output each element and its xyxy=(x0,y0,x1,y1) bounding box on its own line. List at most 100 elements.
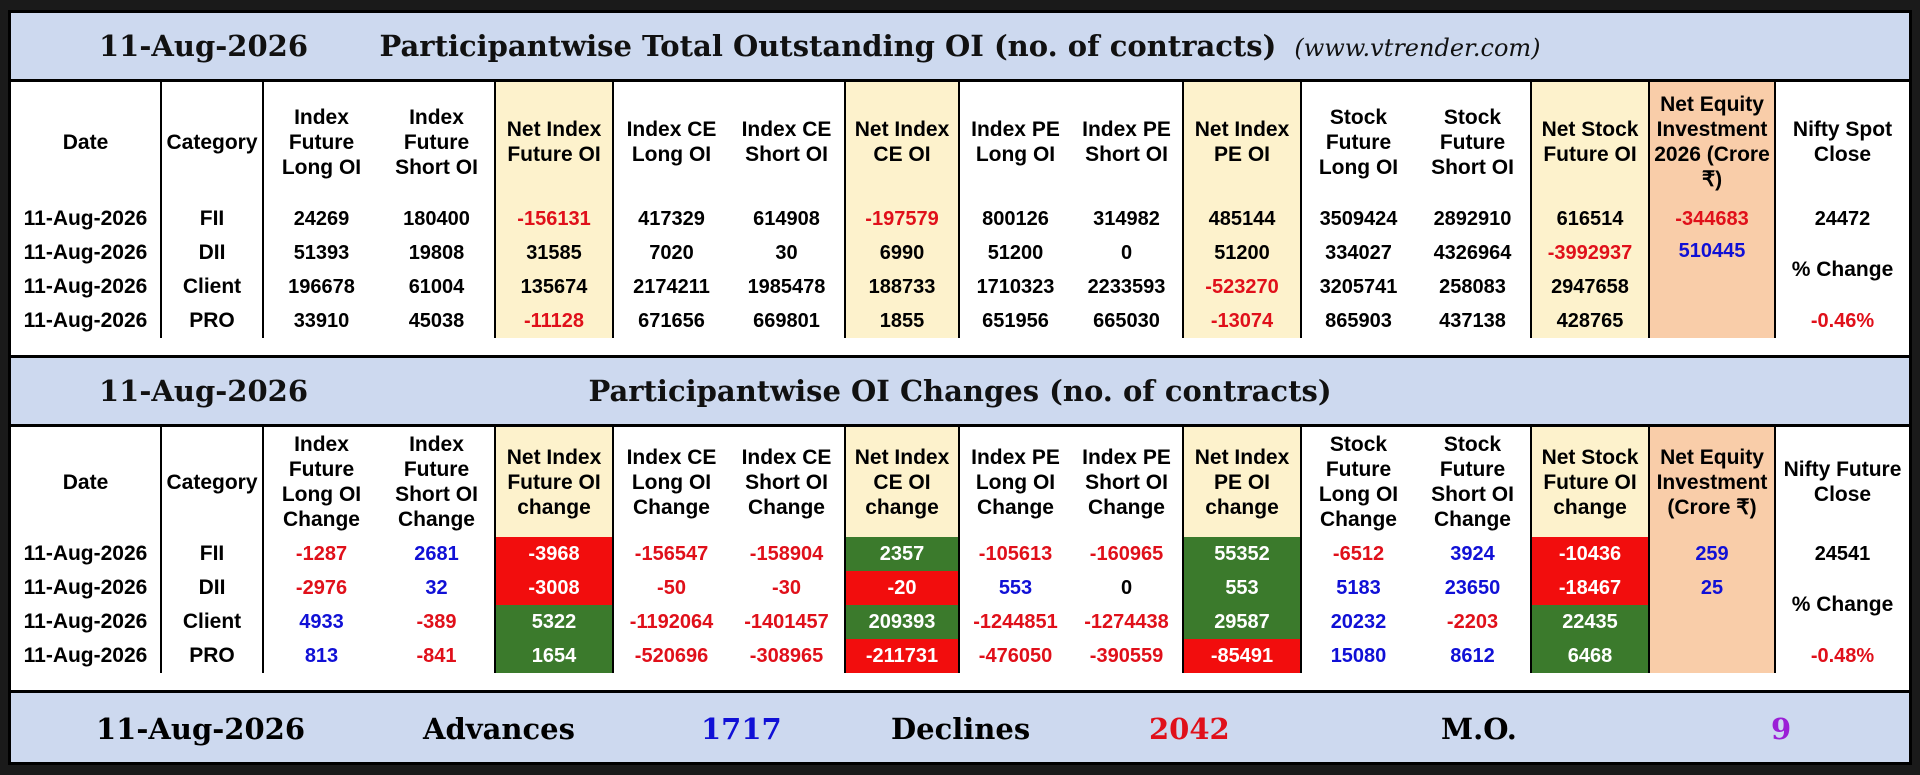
table-cell: -2976 xyxy=(262,571,379,605)
table-cell: 51393 xyxy=(262,236,379,270)
separator xyxy=(11,355,1909,358)
table-row: 11-Aug-2026 PRO 813 -841 1654 -520696 -308965-… xyxy=(11,639,1909,673)
table-cell: 2892910 xyxy=(1433,207,1512,230)
column-header: Category xyxy=(160,82,263,202)
oi-header-date: 11-Aug-2026 xyxy=(99,29,309,63)
table-cell xyxy=(1648,639,1775,673)
column-header: Net Index Future OI change xyxy=(494,427,613,537)
table-cell: 188733 xyxy=(844,270,959,304)
table-cell: -10436 xyxy=(1530,537,1649,571)
column-header: Stock Future Short OI xyxy=(1431,105,1514,179)
separator xyxy=(11,79,1909,82)
table-row: 11-Aug-2026 Client 196678 61004 135674 217421… xyxy=(11,270,1909,304)
table-cell: 11-Aug-2026 xyxy=(23,275,148,298)
table-row: 11-Aug-2026 FII -1287 2681 -3968 -156547 -1589… xyxy=(11,537,1909,571)
column-header: Stock Future Short OI Change xyxy=(1431,433,1514,531)
table-cell: -2203 xyxy=(1446,610,1499,633)
table-cell: -197579 xyxy=(844,202,959,236)
table-cell: PRO xyxy=(160,304,263,338)
table-cell: 671656 xyxy=(612,304,729,338)
table-cell: -85491 xyxy=(1182,639,1301,673)
oi-header-bar: 11-Aug-2026 Participantwise Total Outsta… xyxy=(11,13,1909,79)
advances-label: Advances xyxy=(423,712,575,746)
table-cell: -3968 xyxy=(494,537,613,571)
table-cell: -3008 xyxy=(494,571,613,605)
table-cell: 3509424 xyxy=(1300,202,1415,236)
table-cell: 2357 xyxy=(844,537,959,571)
column-header: Index CE Long OI xyxy=(612,82,729,202)
table-cell: 11-Aug-2026 xyxy=(23,644,148,667)
table-cell: 1654 xyxy=(494,639,613,673)
table-cell: -389 xyxy=(416,610,457,633)
table-cell: -0.48% xyxy=(1774,639,1909,673)
market-breadth-bar: 11-Aug-2026 Advances 1717 Declines 2042 … xyxy=(11,693,1909,762)
table-cell: PRO xyxy=(160,639,263,673)
table-row: 11-Aug-2026 DII -2976 32 -3008 -50 -30 -20 553 0 5… xyxy=(11,571,1909,639)
table-cell: 665030 xyxy=(1093,309,1160,332)
table-cell: 614908 xyxy=(753,207,820,230)
table-cell: 0 xyxy=(1120,241,1133,264)
table-cell: DII xyxy=(160,236,263,270)
chg-header-bar: 11-Aug-2026 Participantwise OI Changes (… xyxy=(11,358,1909,424)
chg-header-title: Participantwise OI Changes (no. of contr… xyxy=(588,374,1332,408)
table-cell: 1710323 xyxy=(958,270,1071,304)
table-cell: 510445 xyxy=(1648,236,1775,270)
table-cell: 616514 xyxy=(1530,202,1649,236)
column-header: Net Index PE OI xyxy=(1182,82,1301,202)
column-header: Index PE Short OI Change xyxy=(1082,445,1171,519)
table-cell xyxy=(1648,270,1775,304)
table-cell: -1244851 xyxy=(958,605,1071,639)
separator xyxy=(11,690,1909,693)
table-cell: -50 xyxy=(612,571,729,605)
table-cell: % Change xyxy=(1774,571,1909,639)
table-cell: 4933 xyxy=(262,605,379,639)
table-cell: 6468 xyxy=(1530,639,1649,673)
mo-value: 9 xyxy=(1771,712,1792,746)
column-header: Date xyxy=(62,130,109,154)
table-cell: 553 xyxy=(958,571,1071,605)
table-cell: 45038 xyxy=(408,309,465,332)
table-cell: 437138 xyxy=(1439,309,1506,332)
table-cell: 1985478 xyxy=(747,275,826,298)
table-cell: 314982 xyxy=(1093,207,1160,230)
column-header: Index PE Short OI xyxy=(1082,118,1171,166)
table-cell xyxy=(1648,605,1775,639)
table-cell: -6512 xyxy=(1300,537,1415,571)
oi-body: 11-Aug-2026 FII 24269 180400 -156131 417329 61… xyxy=(11,202,1909,338)
declines-value: 2042 xyxy=(1149,712,1230,746)
table-cell: 135674 xyxy=(494,270,613,304)
table-cell: -158904 xyxy=(749,542,824,565)
table-cell: 2947658 xyxy=(1530,270,1649,304)
table-cell: -523270 xyxy=(1182,270,1301,304)
table-cell: -476050 xyxy=(958,639,1071,673)
separator xyxy=(11,424,1909,427)
table-cell: 32 xyxy=(425,576,448,599)
table-cell: % Change xyxy=(1774,236,1909,304)
table-cell: 813 xyxy=(262,639,379,673)
column-header: Net Stock Future OI xyxy=(1530,82,1649,202)
table-cell: 209393 xyxy=(844,605,959,639)
table-cell: -105613 xyxy=(958,537,1071,571)
advances-value: 1717 xyxy=(701,712,782,746)
chg-table: Date Category Index Future Long OI Change I… xyxy=(11,427,1909,673)
table-cell: 485144 xyxy=(1182,202,1301,236)
column-header: Index Future Long OI xyxy=(262,82,379,202)
table-cell: 11-Aug-2026 xyxy=(23,241,148,264)
table-cell: 3205741 xyxy=(1300,270,1415,304)
column-header: Nifty Future Close xyxy=(1774,427,1909,537)
table-cell: 31585 xyxy=(494,236,613,270)
table-cell: 30 xyxy=(775,241,798,264)
table-cell: 33910 xyxy=(262,304,379,338)
table-cell: 15080 xyxy=(1300,639,1415,673)
column-header: Nifty Spot Close xyxy=(1774,82,1909,202)
table-cell: 11-Aug-2026 xyxy=(23,207,148,230)
table-cell: 651956 xyxy=(958,304,1071,338)
footer-date: 11-Aug-2026 xyxy=(96,712,306,746)
table-cell: 196678 xyxy=(262,270,379,304)
table-cell: -18467 xyxy=(1530,571,1649,605)
table-cell: -344683 xyxy=(1648,202,1775,236)
table-cell: 334027 xyxy=(1300,236,1415,270)
table-cell: -520696 xyxy=(612,639,729,673)
table-cell: 553 xyxy=(1182,571,1301,605)
column-header: Net Index CE OI xyxy=(844,82,959,202)
